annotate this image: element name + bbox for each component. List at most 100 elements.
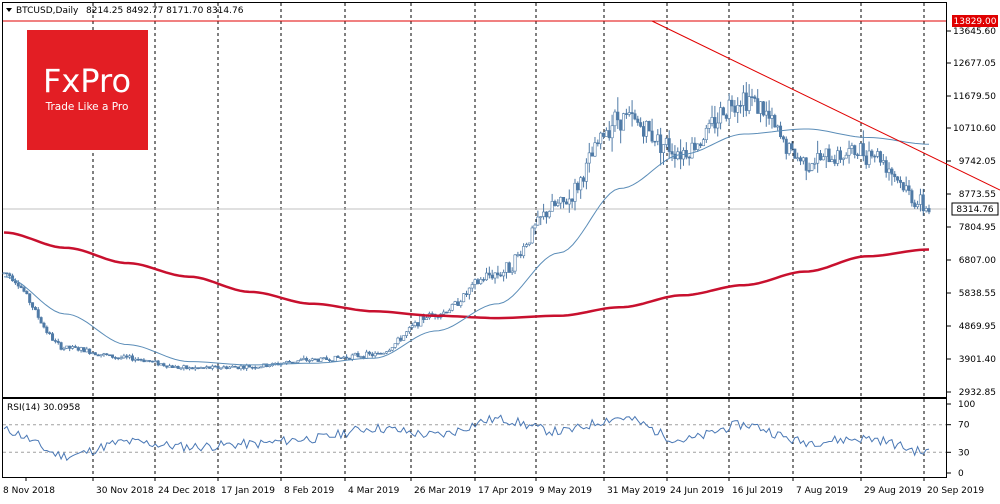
- candle-body: [861, 143, 865, 157]
- candle-body: [719, 107, 723, 124]
- last-price-tag: [951, 202, 999, 216]
- candle-body: [564, 201, 568, 205]
- candle-body: [230, 365, 234, 368]
- candle-body: [536, 216, 540, 226]
- candle-body: [85, 348, 89, 353]
- candle-body: [242, 365, 246, 369]
- candle-body: [125, 355, 129, 358]
- date-label: 7 Aug 2019: [796, 486, 848, 496]
- candle-body: [345, 356, 349, 359]
- candle-body: [287, 361, 291, 363]
- symbol-dropdown-icon[interactable]: [6, 8, 12, 12]
- candle-body: [898, 179, 902, 183]
- candle-body: [156, 360, 160, 366]
- candle-body: [644, 121, 648, 137]
- candle-body: [445, 311, 449, 314]
- date-label: 20 Sep 2019: [927, 486, 984, 496]
- candle-body: [56, 340, 60, 343]
- candle-body: [573, 182, 577, 202]
- candle-body: [31, 302, 35, 308]
- price-tick-label: 4869.95: [959, 322, 996, 332]
- candle-body: [133, 358, 137, 361]
- candle-body: [39, 317, 43, 324]
- candle-body: [499, 274, 503, 277]
- candle-body: [236, 366, 240, 370]
- candle-body: [904, 185, 908, 191]
- candle-body: [910, 190, 914, 204]
- candle-body: [302, 358, 306, 360]
- candle-body: [559, 197, 563, 204]
- candle-body: [776, 125, 780, 128]
- candle-body: [724, 114, 728, 119]
- candle-body: [864, 155, 868, 165]
- candle-body: [730, 99, 734, 107]
- date-label: 8 Feb 2019: [284, 486, 335, 496]
- candle-body: [396, 337, 400, 344]
- candle-body: [519, 254, 523, 257]
- candle-body: [636, 118, 640, 123]
- candle-body: [533, 224, 537, 229]
- candle-body: [819, 153, 823, 161]
- last-price-label: 8314.76: [956, 205, 993, 215]
- candle-body: [679, 151, 683, 160]
- candle-body: [307, 360, 311, 362]
- candle-body: [113, 357, 117, 359]
- candle-body: [773, 115, 777, 128]
- date-label: 24 Dec 2018: [158, 486, 216, 496]
- candle-body: [639, 122, 643, 127]
- rsi-tick-label: 0: [958, 469, 964, 479]
- price-tick-label: 13645.60: [953, 27, 996, 37]
- candle-body: [222, 366, 226, 369]
- candle-body: [213, 365, 217, 368]
- date-label: 16 Jul 2019: [732, 486, 783, 496]
- candle-body: [190, 367, 194, 370]
- candle-body: [45, 326, 49, 333]
- candle-body: [750, 96, 754, 98]
- candle-body: [876, 151, 880, 157]
- candle-body: [721, 107, 725, 116]
- candle-body: [667, 138, 671, 152]
- candle-body: [268, 365, 272, 368]
- candle-body: [873, 155, 877, 158]
- candle-body: [841, 157, 845, 160]
- resistance-price-tag: [952, 15, 998, 27]
- candle-body: [878, 151, 882, 163]
- candle-body: [487, 272, 491, 276]
- candle-body: [622, 113, 626, 131]
- candle-body: [379, 352, 383, 355]
- date-label: 8 Nov 2018: [3, 486, 55, 496]
- candle-body: [810, 163, 814, 171]
- candle-body: [713, 117, 717, 129]
- candle-body: [893, 173, 897, 178]
- candle-body: [410, 325, 414, 328]
- candle-body: [353, 353, 357, 356]
- candle-body: [442, 311, 446, 315]
- price-tick-label: 8773.55: [959, 190, 996, 200]
- candle-body: [196, 367, 200, 369]
- candle-body: [310, 358, 314, 361]
- candle-body: [707, 123, 711, 129]
- candle-body: [293, 361, 297, 364]
- candle-body: [770, 115, 774, 119]
- candle-body: [350, 354, 354, 360]
- candle-body: [393, 343, 397, 348]
- date-label: 29 Aug 2019: [864, 486, 922, 496]
- candle-body: [176, 365, 180, 369]
- date-label: 4 Mar 2019: [348, 486, 400, 496]
- candle-body: [110, 354, 114, 358]
- candle-body: [716, 122, 720, 129]
- candle-body: [259, 366, 263, 369]
- candle-body: [610, 125, 614, 139]
- candle-body: [670, 151, 674, 155]
- candle-body: [607, 130, 611, 139]
- candle-body: [245, 364, 249, 369]
- candle-body: [484, 272, 488, 281]
- candle-body: [479, 279, 483, 284]
- candle-body: [65, 345, 69, 349]
- candle-body: [579, 177, 583, 191]
- candle-body: [924, 208, 928, 212]
- candle-body: [347, 357, 351, 360]
- rsi-tick-label: 100: [958, 400, 975, 410]
- candle-body: [193, 367, 197, 370]
